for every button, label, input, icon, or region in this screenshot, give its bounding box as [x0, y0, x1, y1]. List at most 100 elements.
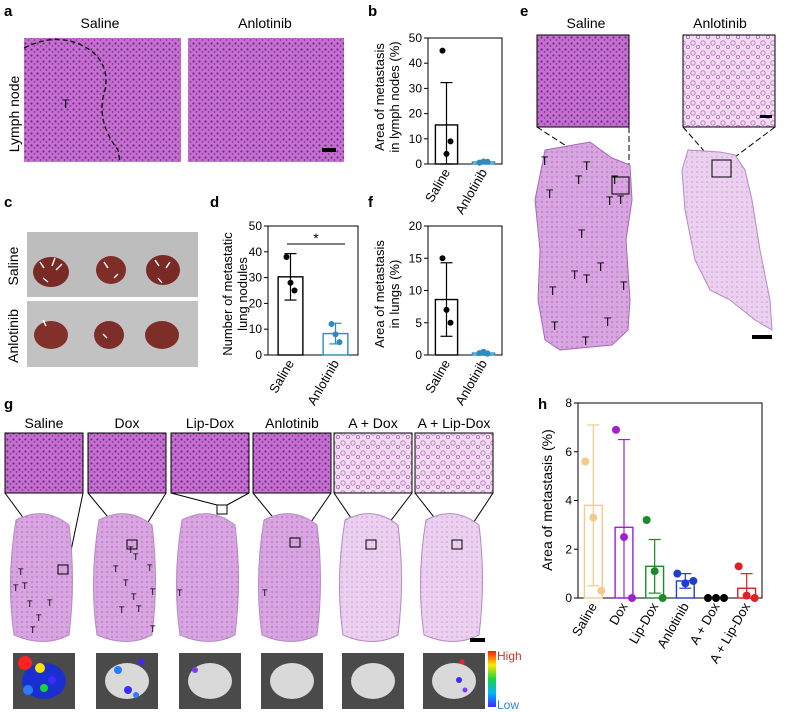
y-tick-label: 15 — [409, 251, 423, 265]
data-point — [612, 425, 620, 434]
panel-g-col-label: Dox — [115, 415, 140, 431]
data-point — [681, 579, 690, 588]
panel-f-ylabel-1: Area of metastasis — [372, 240, 387, 348]
fluorescence-spot — [40, 684, 48, 692]
chart-f: 0 5 10 15 20 Saline Anlotinib — [409, 219, 503, 408]
tumor-mark: T — [546, 187, 554, 201]
data-point — [447, 138, 454, 145]
panel-a-letter: a — [4, 3, 13, 20]
plot-frame — [427, 225, 503, 356]
chart-d: 0 10 20 30 40 50 Saline Anlotinib — [249, 219, 359, 408]
scale-bar — [760, 115, 772, 118]
data-point — [291, 287, 298, 294]
plot-frame — [427, 37, 503, 165]
y-tick-label: 20 — [409, 219, 423, 233]
tumor-mark: T — [611, 173, 619, 187]
zoom-region-box — [451, 539, 463, 550]
data-point — [642, 516, 651, 524]
tumor-mark: T — [36, 613, 42, 623]
zoom-leader-line — [170, 492, 218, 506]
tumor-mark: T — [177, 588, 183, 598]
tumor-mark: T — [597, 260, 605, 274]
data-point — [712, 594, 720, 602]
y-tick-label: 50 — [409, 31, 423, 45]
panel-c-letter: c — [4, 194, 12, 211]
panel-d-letter: d — [210, 194, 219, 211]
panel-b-ylabel-2: in lymph nodes (%) — [387, 41, 402, 152]
y-tick-label: 6 — [565, 445, 572, 459]
y-tick-label: 20 — [409, 107, 423, 121]
panel-b-ylabel-1: Area of metastasis — [372, 43, 387, 151]
tumor-mark: T — [136, 604, 142, 614]
y-tick-label: 40 — [409, 56, 423, 70]
panel-g-letter: g — [4, 396, 13, 413]
panel-c-row-label-anlotinib: Anlotinib — [5, 309, 21, 363]
heat-color-scale — [488, 651, 496, 707]
fluorescence-spot — [124, 686, 132, 694]
tumor-mark: T — [606, 194, 614, 208]
histology-zoom — [4, 432, 84, 494]
y-tick-label: 0 — [565, 591, 572, 605]
panel-g-column: A + Dox — [333, 415, 413, 709]
zoom-region-box — [57, 564, 69, 575]
scale-bar — [470, 638, 485, 642]
fluorescence-spot — [192, 667, 198, 673]
zoom-region-box — [126, 539, 138, 550]
x-category-label: Saline — [422, 357, 453, 396]
panel-a-col-label-saline: Saline — [81, 15, 120, 31]
data-point — [581, 457, 590, 466]
y-tick-label: 30 — [249, 271, 263, 285]
panel-a-row-label: Lymph node — [6, 76, 22, 153]
tumor-mark: T — [27, 599, 33, 609]
panel-f-ylabel-2: in lungs (%) — [387, 260, 402, 329]
tumor-mark: T — [119, 605, 125, 615]
data-point — [336, 339, 343, 346]
data-point — [689, 576, 698, 585]
lymph-node-anlotinib-image — [188, 38, 344, 162]
panel-a-col-label-anlotinib: Anlotinib — [238, 15, 292, 31]
x-category-label: Saline — [266, 357, 297, 396]
ivis-lung — [432, 663, 476, 699]
zoom-region-box — [289, 537, 301, 548]
data-point — [484, 350, 491, 357]
significance-mark: * — [313, 230, 319, 246]
zoom-leader-line — [226, 492, 250, 506]
tumor-mark: T — [22, 581, 28, 591]
data-point — [734, 562, 743, 571]
data-point — [287, 279, 294, 286]
panel-a: a Lymph node Saline Anlotinib T — [4, 3, 344, 163]
histology-zoom — [333, 432, 413, 494]
tumor-mark: T — [123, 578, 129, 588]
y-tick-label: 2 — [565, 542, 572, 556]
tumor-mark: T — [617, 193, 625, 207]
scale-low-label: Low — [497, 698, 519, 712]
histology-zoom — [170, 432, 250, 494]
lung-section — [9, 513, 73, 642]
lung-section — [338, 513, 402, 642]
data-point — [589, 513, 598, 522]
tumor-mark: T — [604, 315, 612, 329]
y-tick-label: 0 — [415, 157, 422, 171]
x-category-label: Anlotinib — [304, 357, 342, 408]
y-tick-label: 50 — [249, 219, 263, 233]
fluorescence-spot — [459, 659, 465, 665]
data-point — [720, 594, 728, 602]
panel-f-letter: f — [368, 194, 374, 211]
tumor-mark: T — [551, 319, 559, 333]
y-tick-label: 4 — [565, 494, 572, 508]
tumor-mark: T — [150, 624, 156, 634]
tumor-mark: T — [128, 545, 134, 555]
nodule-arrows — [39, 257, 171, 339]
y-tick-label: 10 — [249, 322, 263, 336]
panel-e-letter: e — [520, 3, 528, 20]
data-point — [447, 319, 454, 326]
tumor-mark: T — [583, 159, 591, 173]
zoom-region-box — [711, 159, 732, 178]
data-point — [704, 594, 712, 602]
y-tick-label: 8 — [565, 396, 572, 410]
